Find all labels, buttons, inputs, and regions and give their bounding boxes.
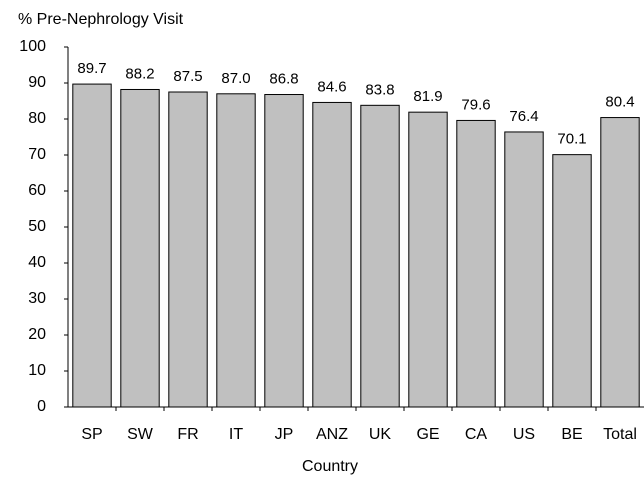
bar <box>120 88 160 408</box>
value-label: 87.0 <box>221 70 250 87</box>
x-tick-label: Total <box>603 426 637 443</box>
y-tick-label: 20 <box>28 326 46 343</box>
y-tick-label: 100 <box>19 38 46 55</box>
bar <box>408 111 448 408</box>
bar <box>168 91 208 408</box>
bar <box>456 119 496 408</box>
bar <box>600 117 640 408</box>
value-label: 88.2 <box>125 65 154 82</box>
value-label: 84.6 <box>317 78 346 95</box>
value-label: 87.5 <box>173 68 202 85</box>
x-tick-label: SP <box>81 426 102 443</box>
x-tick-label: UK <box>369 426 392 443</box>
y-tick-label: 60 <box>28 182 46 199</box>
y-tick-label: 30 <box>28 290 46 307</box>
value-label: 80.4 <box>605 94 634 111</box>
value-label: 86.8 <box>269 70 298 87</box>
y-tick-label: 70 <box>28 146 46 163</box>
y-tick-label: 0 <box>37 398 46 415</box>
bar <box>72 83 112 408</box>
bar <box>552 154 592 408</box>
y-tick-label: 50 <box>28 218 46 235</box>
y-tick-label: 40 <box>28 254 46 271</box>
y-axis-title: % Pre-Nephrology Visit <box>18 11 184 28</box>
value-label: 70.1 <box>557 131 586 148</box>
x-axis-title: Country <box>302 458 358 475</box>
x-tick-label: SW <box>127 426 154 443</box>
bar <box>312 101 352 408</box>
bar <box>360 104 400 408</box>
y-tick-label: 10 <box>28 362 46 379</box>
value-label: 76.4 <box>509 108 538 125</box>
value-label: 89.7 <box>77 60 106 77</box>
x-tick-label: ANZ <box>316 426 348 443</box>
y-tick-label: 90 <box>28 74 46 91</box>
value-label: 83.8 <box>365 81 394 98</box>
x-tick-label: BE <box>561 426 582 443</box>
bar <box>216 93 256 408</box>
bar <box>504 131 544 408</box>
x-tick-label: US <box>513 426 535 443</box>
y-tick-label: 80 <box>28 110 46 127</box>
x-tick-label: JP <box>275 426 294 443</box>
x-tick-label: GE <box>416 426 439 443</box>
x-tick-label: CA <box>465 426 488 443</box>
value-label: 79.6 <box>461 96 490 113</box>
bar <box>264 94 304 408</box>
x-tick-label: IT <box>229 426 243 443</box>
x-tick-label: FR <box>177 426 198 443</box>
value-label: 81.9 <box>413 88 442 105</box>
